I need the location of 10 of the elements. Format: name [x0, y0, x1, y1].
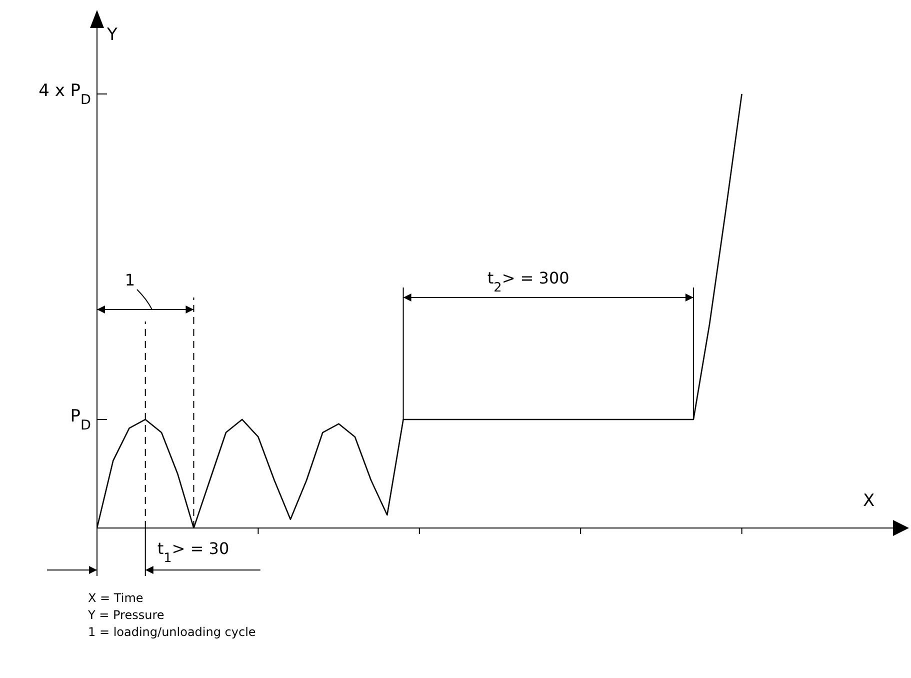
y-axis-title: Y — [106, 25, 118, 45]
text: Y = Pressure — [88, 607, 166, 624]
annotation: P$_{D}$ — [70, 406, 91, 434]
text: t$_{1}$> = 30 — [157, 539, 230, 566]
annotation: 1 — [124, 270, 136, 290]
text: 1 = loading/unloading cycle — [88, 624, 257, 641]
text: X — [863, 491, 875, 511]
annotation: t$_{2}$> = 300 — [487, 268, 570, 295]
annotation: 4 x P$_{D}$ — [38, 80, 91, 108]
text: X = Time — [88, 590, 144, 607]
